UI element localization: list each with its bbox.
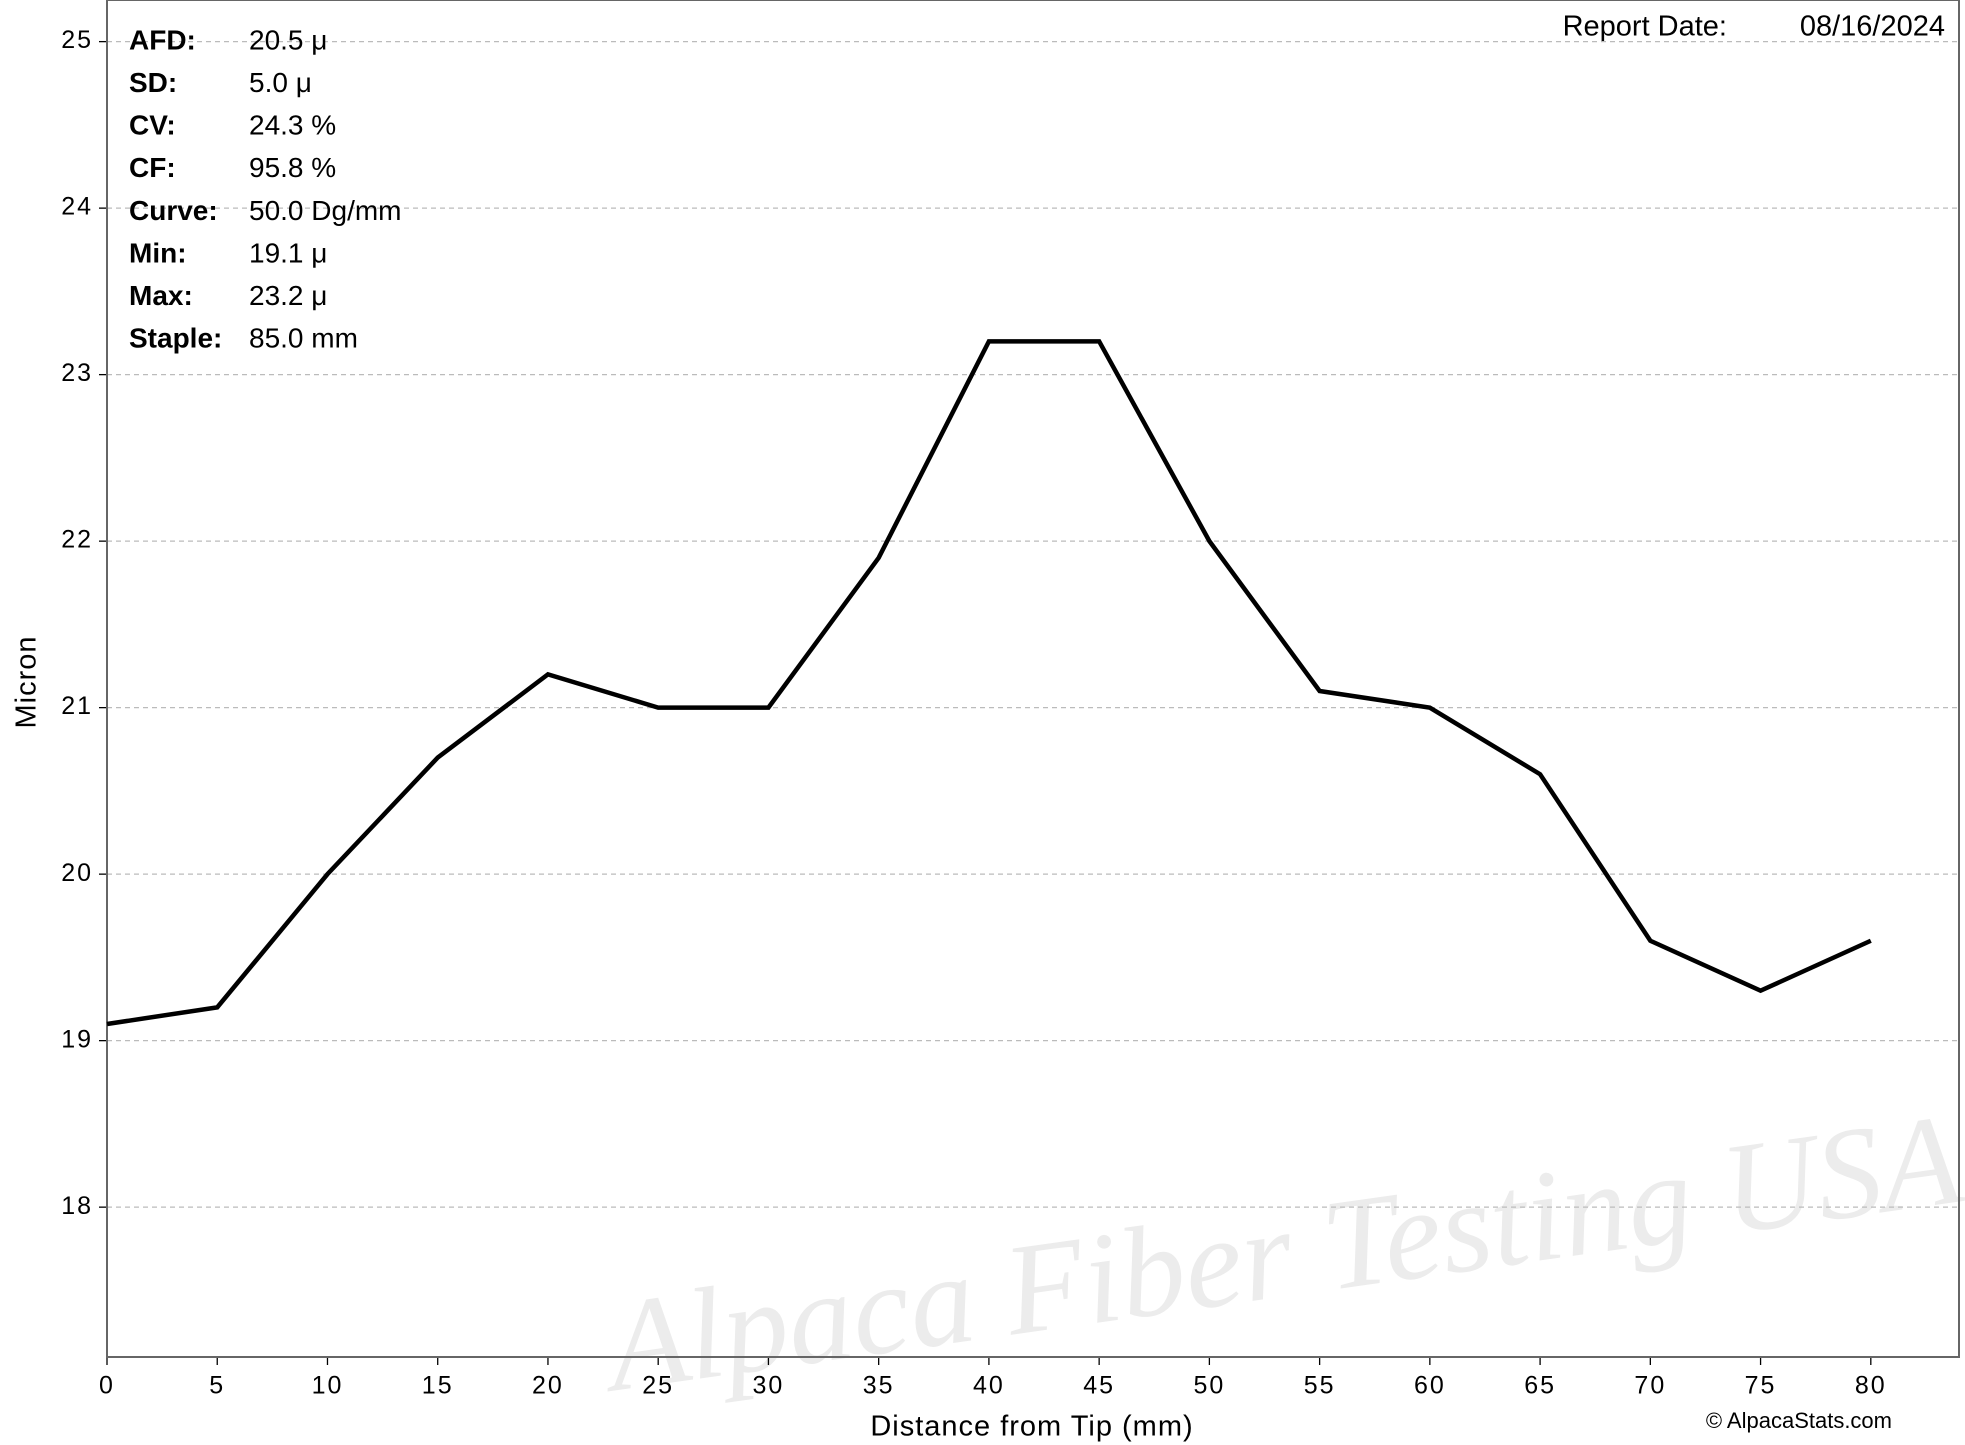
stat-label: Staple: bbox=[129, 323, 222, 354]
copyright: © AlpacaStats.com bbox=[1706, 1408, 1892, 1433]
stat-label: CV: bbox=[129, 110, 176, 141]
stat-value: 24.3 % bbox=[249, 110, 336, 141]
stat-value: 85.0 mm bbox=[249, 323, 358, 354]
watermark: Alpaca Fiber Testing USA bbox=[591, 1087, 1965, 1421]
y-tick-label: 23 bbox=[61, 359, 93, 387]
stat-label: CF: bbox=[129, 152, 176, 183]
stat-label: AFD: bbox=[129, 24, 196, 55]
x-tick-label: 65 bbox=[1524, 1372, 1556, 1400]
x-tick-label: 75 bbox=[1745, 1372, 1777, 1400]
y-tick-label: 24 bbox=[61, 193, 93, 221]
x-tick-label: 45 bbox=[1083, 1372, 1115, 1400]
y-tick-label: 21 bbox=[61, 692, 93, 720]
x-tick-label: 35 bbox=[863, 1372, 895, 1400]
y-tick-label: 22 bbox=[61, 526, 93, 554]
y-tick-label: 20 bbox=[61, 859, 93, 887]
y-tick-label: 25 bbox=[61, 26, 93, 54]
stat-label: SD: bbox=[129, 67, 177, 98]
report-date-label: Report Date: bbox=[1563, 11, 1727, 43]
x-tick-label: 55 bbox=[1304, 1372, 1336, 1400]
x-tick-label: 0 bbox=[99, 1372, 115, 1400]
x-tick-label: 60 bbox=[1414, 1372, 1446, 1400]
stat-value: 23.2 μ bbox=[249, 280, 327, 311]
chart: Alpaca Fiber Testing USA Distance from T… bbox=[0, 0, 1965, 1445]
stat-label: Max: bbox=[129, 280, 193, 311]
x-tick-label: 5 bbox=[209, 1372, 225, 1400]
x-tick-label: 25 bbox=[642, 1372, 674, 1400]
stat-value: 50.0 Dg/mm bbox=[249, 195, 402, 226]
x-tick-label: 80 bbox=[1855, 1372, 1887, 1400]
stat-value: 19.1 μ bbox=[249, 237, 327, 268]
x-tick-label: 40 bbox=[973, 1372, 1005, 1400]
x-tick-label: 15 bbox=[422, 1372, 454, 1400]
stat-value: 20.5 μ bbox=[249, 24, 327, 55]
data-line bbox=[107, 341, 1871, 1024]
x-tick-label: 70 bbox=[1634, 1372, 1666, 1400]
y-axis-label: Micron bbox=[11, 635, 43, 728]
y-tick-label: 18 bbox=[61, 1192, 93, 1220]
x-axis-label: Distance from Tip (mm) bbox=[870, 1411, 1193, 1443]
stat-value: 95.8 % bbox=[249, 152, 336, 183]
x-tick-label: 30 bbox=[753, 1372, 785, 1400]
stat-label: Curve: bbox=[129, 195, 218, 226]
stat-value: 5.0 μ bbox=[249, 67, 312, 98]
y-tick-label: 19 bbox=[61, 1025, 93, 1053]
report-date: 08/16/2024 bbox=[1800, 11, 1945, 43]
stat-label: Min: bbox=[129, 237, 187, 268]
x-tick-label: 50 bbox=[1193, 1372, 1225, 1400]
x-tick-label: 20 bbox=[532, 1372, 564, 1400]
x-tick-label: 10 bbox=[312, 1372, 344, 1400]
